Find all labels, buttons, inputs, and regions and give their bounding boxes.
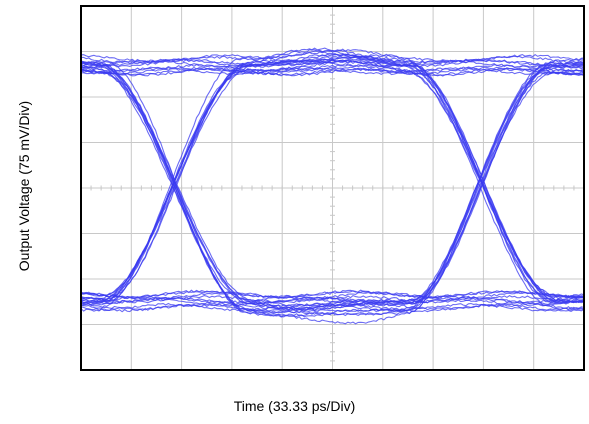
eye-trace-low-high-28 [81,51,584,301]
eye-trace-low-low-38 [81,301,584,311]
eye-trace-high-low-13 [81,57,584,325]
y-axis-label: Output Voltage (75 mV/Div) [16,100,32,272]
eye-trace-high-low-18 [81,63,584,317]
eye-trace-high-high-4 [81,66,584,76]
eye-trace-high-high-6 [81,55,584,65]
eye-trace-low-low-39 [81,290,584,299]
x-axis-label: Time (33.33 ps/Div) [233,398,356,414]
plot-frame [80,5,585,371]
eye-trace-low-high-27 [81,53,584,304]
eye-trace-low-low-32 [81,295,584,304]
signal-traces [81,47,584,325]
eye-trace-high-low-17 [81,65,584,314]
eye-trace-low-low-36 [81,296,584,306]
eye-trace-high-high-8 [81,67,584,77]
eye-trace-high-high-9 [81,66,584,76]
eye-trace-low-high-29 [81,60,584,299]
